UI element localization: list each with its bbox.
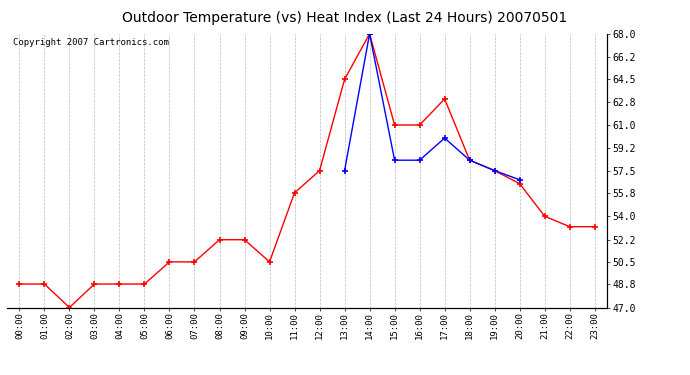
Text: Outdoor Temperature (vs) Heat Index (Last 24 Hours) 20070501: Outdoor Temperature (vs) Heat Index (Las…	[122, 11, 568, 25]
Text: Copyright 2007 Cartronics.com: Copyright 2007 Cartronics.com	[13, 38, 169, 47]
